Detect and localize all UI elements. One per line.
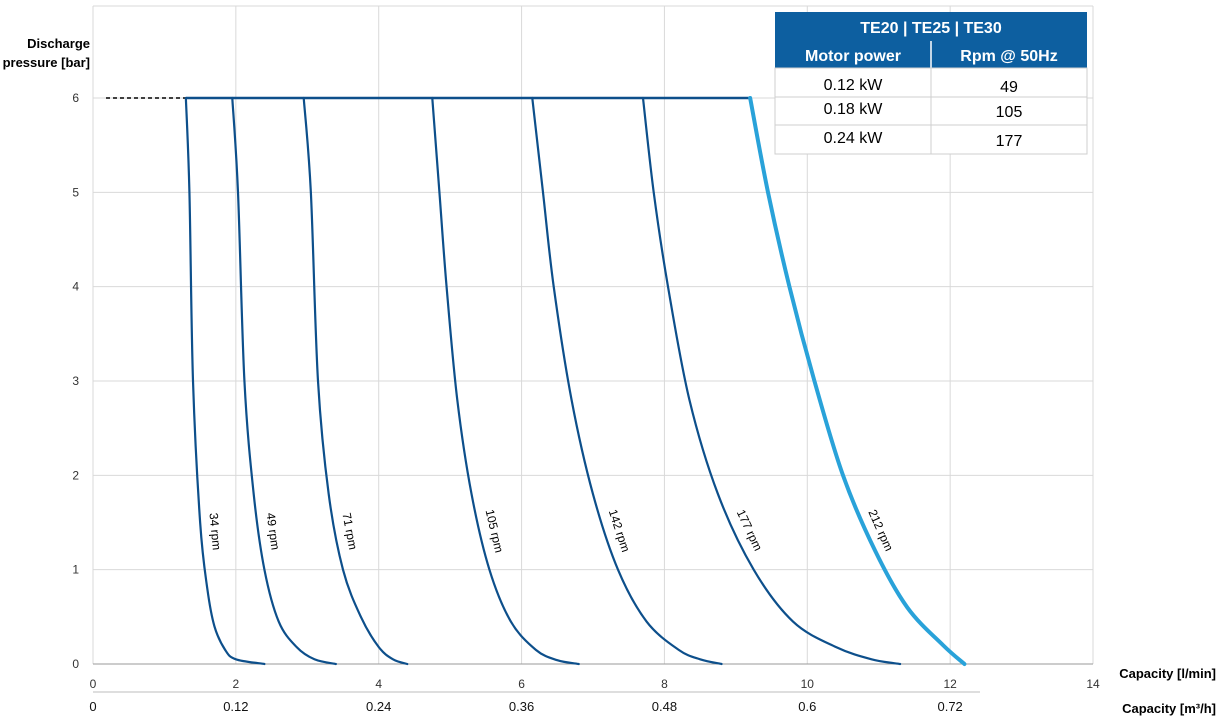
- x2-tick-label: 0.48: [652, 699, 677, 714]
- curve-label: 212 rpm: [865, 507, 896, 553]
- curve-label: 49 rpm: [263, 512, 282, 551]
- x-tick-label: 14: [1086, 677, 1100, 691]
- table-cell-rpm-1: 49: [1000, 79, 1018, 96]
- x-axis-label: Capacity [l/min]: [1119, 666, 1216, 681]
- x2-tick-label: 0.24: [366, 699, 391, 714]
- y-tick-label: 6: [72, 91, 79, 105]
- x2-tick-label: 0.72: [937, 699, 962, 714]
- table-title: TE20 | TE25 | TE30: [860, 20, 1002, 37]
- x2-axis-label: Capacity [m³/h]: [1122, 701, 1216, 716]
- x-tick-label: 0: [90, 677, 97, 691]
- y-tick-label: 5: [72, 185, 79, 199]
- table-header-rpm: Rpm @ 50Hz: [960, 48, 1057, 65]
- curve-label: 105 rpm: [483, 508, 507, 554]
- curve-label: 71 rpm: [339, 512, 360, 551]
- x2-tick-label: 0.12: [223, 699, 248, 714]
- table-title-bg: [775, 12, 1087, 41]
- curve-label: 34 rpm: [207, 512, 224, 550]
- x-tick-label: 12: [943, 677, 957, 691]
- y-tick-label: 0: [72, 657, 79, 671]
- table-cell-power-1: 0.12 kW: [824, 77, 884, 94]
- curve-212-rpm: [748, 96, 967, 666]
- table-cell-power-3: 0.24 kW: [824, 130, 884, 147]
- x-tick-label: 10: [801, 677, 815, 691]
- x2-tick-label: 0.36: [509, 699, 534, 714]
- table-cell-rpm-3: 177: [996, 133, 1023, 150]
- curve-label: 177 rpm: [734, 507, 765, 553]
- y-tick-label: 3: [72, 374, 79, 388]
- y-axis-label-line2: pressure [bar]: [3, 55, 90, 70]
- x-tick-label: 2: [233, 677, 240, 691]
- curve-labels: 34 rpm 49 rpm 71 rpm 105 rpm 142 rpm 177 rpm 2…: [207, 507, 897, 554]
- y-axis-label-line1: Discharge: [27, 36, 90, 51]
- x2-tick-label: 0.6: [798, 699, 816, 714]
- x-tick-label: 6: [518, 677, 525, 691]
- x-tick-label: 8: [661, 677, 668, 691]
- y-tick-label: 2: [72, 468, 79, 482]
- curve-49-rpm: [231, 96, 337, 666]
- curve-177-rpm: [641, 96, 902, 666]
- y-tick-label: 4: [72, 280, 79, 294]
- curve-105-rpm: [431, 96, 580, 666]
- curves: [106, 96, 967, 666]
- y-tick-label: 1: [72, 563, 79, 577]
- x2-tick-label: 0: [89, 699, 96, 714]
- table-cell-rpm-2: 105: [996, 104, 1023, 121]
- curve-71-rpm: [302, 96, 409, 666]
- curve-34-rpm: [184, 96, 266, 666]
- motor-table: TE20 | TE25 | TE30 Motor power Rpm @ 50H…: [774, 12, 1088, 155]
- x-tick-label: 4: [375, 677, 382, 691]
- curve-142-rpm: [531, 96, 723, 666]
- table-header-motor-power: Motor power: [805, 48, 901, 65]
- table-cell-power-2: 0.18 kW: [824, 101, 884, 118]
